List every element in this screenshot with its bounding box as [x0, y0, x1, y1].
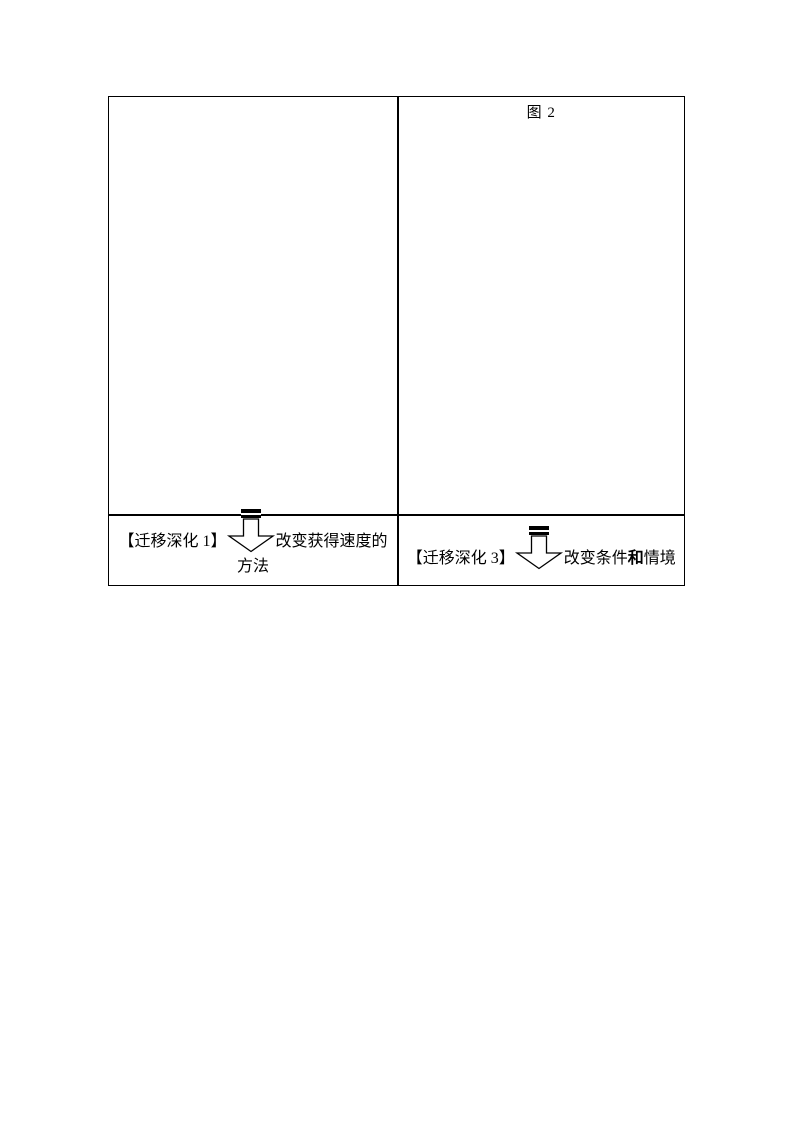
transfer-3-text-after: 情境 — [643, 549, 676, 567]
transfer-1-heading: 【迁移深化 1】 — [118, 532, 227, 550]
transfer-1-text-line2: 方法 — [236, 557, 269, 575]
transfer-3-text: 改变条件 — [563, 549, 628, 567]
row-divider-line — [109, 514, 684, 516]
transfer-3-heading: 【迁移深化 3】 — [406, 549, 515, 567]
table-cell-bottom-left: 【迁移深化 1】 改变获得速度的 方法 — [109, 508, 397, 586]
striped-down-arrow-icon — [514, 525, 563, 569]
content-table: 图 2 【迁移深化 1】 改变获得速度的 方法 【迁移深化 3】 — [108, 96, 685, 586]
transfer-3-line: 【迁移深化 3】 改变条件和情境 — [399, 525, 685, 569]
column-divider-line — [397, 97, 399, 585]
transfer-3-text-bold: 和 — [627, 549, 644, 567]
table-cell-bottom-right: 【迁移深化 3】 改变条件和情境 — [399, 516, 685, 586]
striped-down-arrow-icon — [226, 508, 275, 552]
figure-caption: 图 2 — [526, 105, 556, 121]
transfer-1-text: 改变获得速度的 — [275, 532, 388, 550]
transfer-1-line: 【迁移深化 1】 改变获得速度的 — [109, 508, 397, 552]
table-cell-top-right: 图 2 — [399, 97, 685, 514]
table-cell-top-left — [109, 97, 397, 514]
